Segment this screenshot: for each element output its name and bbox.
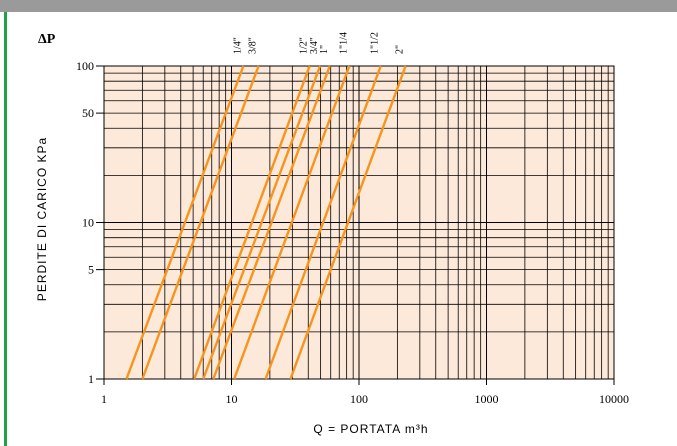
- series-label: 3/8": [248, 37, 259, 54]
- series-lines: [125, 65, 407, 380]
- series-label: 1/4": [232, 37, 243, 54]
- y-tick-label: 10: [82, 216, 94, 230]
- series-label: 3/4": [309, 37, 320, 54]
- delta-p-label: ΔP: [38, 32, 56, 47]
- series-line: [125, 65, 245, 380]
- series-line: [264, 65, 382, 380]
- x-tick-label: 10000: [599, 392, 629, 406]
- y-tick-label: 100: [76, 59, 94, 73]
- left-accent-rule: [4, 12, 7, 446]
- y-axis-label: PERDITE DI CARICO KPa: [35, 137, 49, 301]
- y-tick-label: 50: [82, 106, 94, 120]
- series-label: 2": [395, 45, 406, 54]
- series-label: 1"1/4: [338, 32, 349, 54]
- series-line: [233, 65, 351, 380]
- x-tick-label: 100: [350, 392, 368, 406]
- x-axis-label: Q = PORTATA m³h: [313, 422, 428, 436]
- y-tick-label: 5: [88, 263, 94, 277]
- x-tick-label: 1000: [475, 392, 499, 406]
- series-line: [141, 65, 260, 380]
- series-line: [289, 65, 407, 380]
- x-tick-label: 10: [226, 392, 238, 406]
- series-labels: 1/4" 3/8" 1/2" 3/4"1" 1"1/4 1"1/2 2": [232, 32, 405, 54]
- series-line: [202, 65, 322, 380]
- series-label: 1/2": [299, 37, 310, 54]
- series-line: [193, 65, 311, 380]
- ticks: 1 5 10 50 100 1 10 100 1000 10000: [76, 59, 629, 406]
- series-label: 1": [319, 45, 330, 54]
- series-line: [212, 65, 331, 380]
- y-tick-label: 1: [88, 372, 94, 386]
- header-band: [0, 0, 677, 12]
- x-tick-label: 1: [101, 392, 107, 406]
- series-label: 1"1/2: [370, 32, 381, 54]
- grid: [104, 66, 614, 379]
